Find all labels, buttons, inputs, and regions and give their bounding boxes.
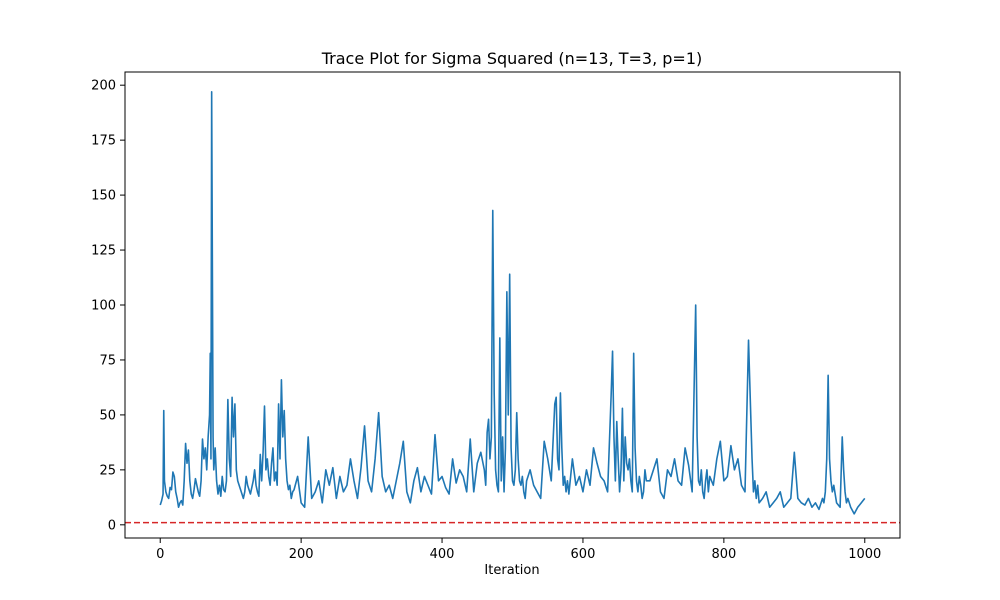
x-tick-label: 0	[156, 547, 164, 562]
y-tick-label: 0	[108, 518, 116, 533]
y-tick-label: 75	[99, 353, 116, 368]
plot-area	[125, 72, 900, 538]
x-axis-label: Iteration	[484, 563, 539, 578]
x-tick-label: 400	[430, 547, 455, 562]
x-tick-label: 600	[571, 547, 596, 562]
y-tick-label: 100	[91, 299, 116, 314]
axes-layer: 0 200 400 600 800 1000 0 25 50 75 100 125 150 175 200	[91, 71, 901, 562]
trace-line	[159, 90, 866, 515]
y-tick-label: 200	[91, 79, 116, 94]
x-tick-label: 200	[289, 547, 314, 562]
series-layer	[125, 90, 900, 524]
x-tick-label: 800	[711, 547, 736, 562]
chart-title: Trace Plot for Sigma Squared (n=13, T=3,…	[321, 49, 703, 68]
y-tick-label: 150	[91, 189, 116, 204]
y-tick-label: 175	[91, 134, 116, 149]
x-tick-label: 1000	[848, 547, 881, 562]
y-tick-label: 125	[91, 244, 116, 259]
y-tick-label: 50	[99, 408, 116, 423]
y-tick-label: 25	[99, 463, 116, 478]
